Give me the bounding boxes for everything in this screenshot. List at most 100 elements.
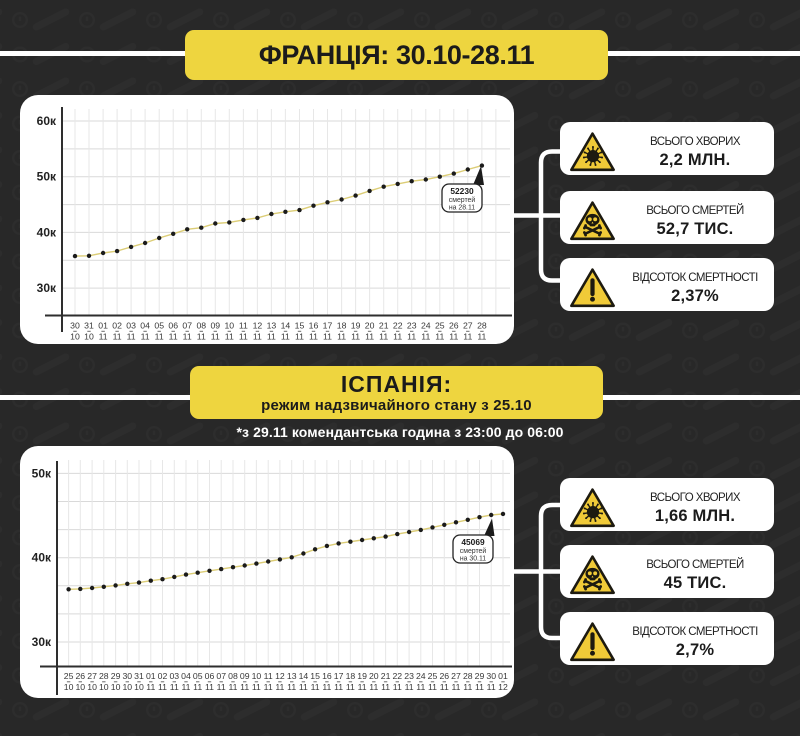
svg-text:12: 12 xyxy=(498,682,508,692)
svg-text:21: 21 xyxy=(381,671,391,681)
svg-text:52230: 52230 xyxy=(450,186,474,196)
svg-text:11: 11 xyxy=(211,332,220,342)
svg-text:11: 11 xyxy=(113,332,122,342)
svg-text:10: 10 xyxy=(224,321,234,331)
svg-text:11: 11 xyxy=(346,682,355,692)
svg-text:11: 11 xyxy=(351,332,360,342)
svg-text:10: 10 xyxy=(111,682,121,692)
svg-text:11: 11 xyxy=(295,332,304,342)
svg-text:10: 10 xyxy=(252,671,262,681)
svg-text:30: 30 xyxy=(70,321,80,331)
svg-text:11: 11 xyxy=(267,332,276,342)
svg-text:30: 30 xyxy=(486,671,496,681)
svg-text:11: 11 xyxy=(253,332,262,342)
svg-text:09: 09 xyxy=(210,321,220,331)
svg-text:11: 11 xyxy=(337,332,346,342)
svg-text:11: 11 xyxy=(252,682,261,692)
svg-text:28: 28 xyxy=(99,671,109,681)
svg-text:11: 11 xyxy=(311,682,320,692)
svg-text:07: 07 xyxy=(216,671,226,681)
svg-text:11: 11 xyxy=(435,332,444,342)
svg-text:28: 28 xyxy=(463,671,473,681)
svg-text:11: 11 xyxy=(99,332,108,342)
svg-text:18: 18 xyxy=(337,321,347,331)
svg-text:02: 02 xyxy=(112,321,122,331)
svg-text:10: 10 xyxy=(75,682,85,692)
svg-text:30к: 30к xyxy=(32,635,52,649)
svg-text:11: 11 xyxy=(405,682,414,692)
svg-text:27: 27 xyxy=(463,321,473,331)
svg-text:40к: 40к xyxy=(37,225,57,239)
svg-text:26: 26 xyxy=(75,671,85,681)
svg-text:12: 12 xyxy=(275,671,285,681)
svg-text:10: 10 xyxy=(134,682,144,692)
svg-text:11: 11 xyxy=(369,682,378,692)
svg-text:11: 11 xyxy=(228,682,237,692)
svg-text:на 28.11: на 28.11 xyxy=(449,205,475,212)
svg-text:11: 11 xyxy=(181,682,190,692)
svg-text:16: 16 xyxy=(322,671,332,681)
svg-text:11: 11 xyxy=(217,682,226,692)
svg-text:31: 31 xyxy=(134,671,144,681)
svg-text:11: 11 xyxy=(309,332,318,342)
svg-text:19: 19 xyxy=(351,321,361,331)
svg-text:26: 26 xyxy=(439,671,449,681)
svg-text:11: 11 xyxy=(487,682,496,692)
svg-text:12: 12 xyxy=(253,321,263,331)
svg-text:11: 11 xyxy=(264,682,273,692)
svg-text:11: 11 xyxy=(193,682,202,692)
svg-text:04: 04 xyxy=(140,321,150,331)
svg-text:11: 11 xyxy=(183,332,192,342)
svg-text:06: 06 xyxy=(205,671,215,681)
svg-text:26: 26 xyxy=(449,321,459,331)
svg-text:18: 18 xyxy=(346,671,356,681)
svg-text:11: 11 xyxy=(451,682,460,692)
svg-text:11: 11 xyxy=(158,682,167,692)
svg-text:11: 11 xyxy=(287,682,296,692)
svg-text:смертей: смертей xyxy=(449,196,476,204)
svg-text:17: 17 xyxy=(323,321,333,331)
svg-text:20: 20 xyxy=(369,671,379,681)
svg-text:11: 11 xyxy=(322,682,331,692)
svg-text:27: 27 xyxy=(451,671,461,681)
svg-text:22: 22 xyxy=(393,321,403,331)
svg-text:11: 11 xyxy=(334,682,343,692)
svg-text:11: 11 xyxy=(379,332,388,342)
svg-text:25: 25 xyxy=(435,321,445,331)
svg-text:11: 11 xyxy=(239,321,248,331)
svg-text:03: 03 xyxy=(169,671,179,681)
svg-text:25: 25 xyxy=(428,671,438,681)
svg-text:11: 11 xyxy=(127,332,136,342)
svg-text:21: 21 xyxy=(379,321,389,331)
svg-text:23: 23 xyxy=(407,321,417,331)
svg-text:24: 24 xyxy=(416,671,426,681)
svg-text:11: 11 xyxy=(440,682,449,692)
svg-text:11: 11 xyxy=(477,332,486,342)
svg-text:04: 04 xyxy=(181,671,191,681)
svg-text:11: 11 xyxy=(365,332,374,342)
svg-text:11: 11 xyxy=(449,332,458,342)
svg-text:09: 09 xyxy=(240,671,250,681)
svg-text:11: 11 xyxy=(358,682,367,692)
svg-text:29: 29 xyxy=(475,671,485,681)
svg-text:01: 01 xyxy=(98,321,108,331)
svg-text:11: 11 xyxy=(323,332,332,342)
svg-text:25: 25 xyxy=(64,671,74,681)
svg-text:50к: 50к xyxy=(32,466,52,480)
svg-text:27: 27 xyxy=(87,671,97,681)
svg-text:10: 10 xyxy=(87,682,97,692)
svg-text:60к: 60к xyxy=(37,114,57,128)
svg-text:14: 14 xyxy=(299,671,309,681)
svg-text:10: 10 xyxy=(84,332,94,342)
svg-text:11: 11 xyxy=(239,332,248,342)
svg-text:19: 19 xyxy=(357,671,367,681)
svg-text:05: 05 xyxy=(154,321,164,331)
svg-text:11: 11 xyxy=(428,682,437,692)
svg-text:11: 11 xyxy=(170,682,179,692)
svg-text:11: 11 xyxy=(141,332,150,342)
svg-text:10: 10 xyxy=(122,682,132,692)
svg-text:15: 15 xyxy=(295,321,305,331)
svg-text:11: 11 xyxy=(264,671,273,681)
svg-text:10: 10 xyxy=(64,682,74,692)
svg-text:11: 11 xyxy=(205,682,214,692)
